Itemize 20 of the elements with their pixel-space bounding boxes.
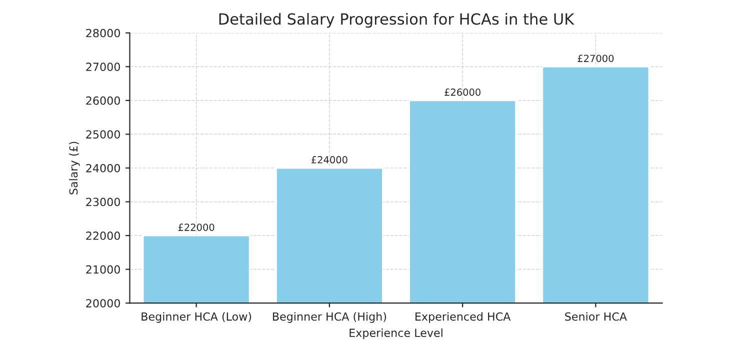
- y-tick-label: 25000: [86, 130, 120, 139]
- data-label: £26000: [444, 88, 480, 96]
- y-axis-title: Salary (£): [69, 142, 80, 194]
- y-tick-label: 20000: [86, 299, 120, 308]
- y-tick-label: 21000: [86, 265, 120, 274]
- x-tick-label: Senior HCA: [565, 312, 627, 321]
- data-label: £24000: [311, 156, 348, 164]
- y-tick-label: 27000: [86, 62, 120, 72]
- x-axis-title: Experience Level: [350, 328, 442, 340]
- y-tick-label: 26000: [86, 96, 120, 105]
- y-tick-label: 22000: [86, 232, 120, 240]
- y-tick-label: 23000: [86, 198, 120, 206]
- x-tick-label: Experienced HCA: [416, 312, 511, 323]
- x-tick-label: Beginner HCA (Low): [142, 312, 252, 323]
- data-label: £22000: [178, 224, 214, 231]
- y-tick-label: 28000: [86, 28, 120, 38]
- y-tick-label: 24000: [86, 164, 120, 172]
- x-tick-label: Beginner HCA (High): [272, 312, 386, 323]
- chart-title: Detailed Salary Progression for HCAs in the UK: [219, 12, 574, 28]
- data-label: £27000: [578, 54, 614, 62]
